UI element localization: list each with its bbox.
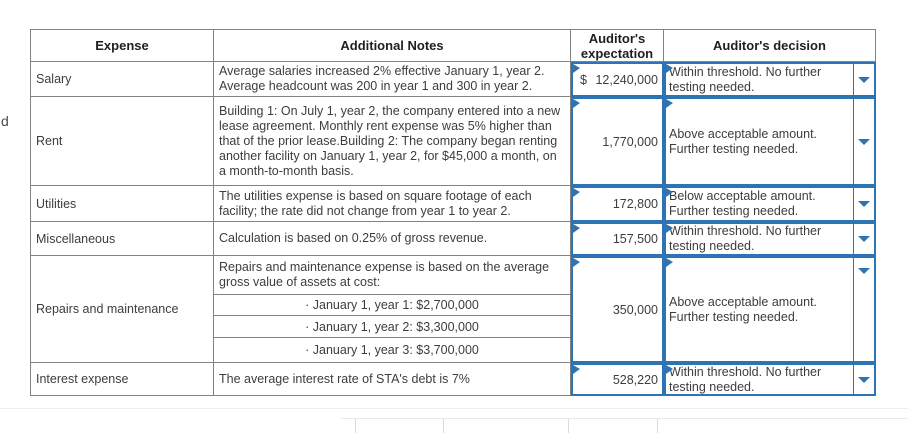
notes-cell: Calculation is based on 0.25% of gross r… [214, 222, 571, 256]
decision-label: Below acceptable amount. Further testing… [669, 189, 816, 218]
corner-marker-icon [573, 365, 580, 374]
decision-label: Within threshold. No further testing nee… [669, 64, 822, 94]
corner-marker-icon [573, 258, 580, 267]
clipped-text-fragment: d [1, 113, 9, 129]
expense-label: Rent [31, 97, 214, 186]
corner-marker-icon [573, 64, 580, 73]
corner-marker-icon [666, 258, 673, 267]
chevron-down-icon [858, 376, 870, 383]
expectation-value: 350,000 [612, 302, 658, 317]
expectation-input[interactable]: 350,000 [571, 256, 664, 363]
decision-dropdown-button[interactable] [853, 365, 874, 394]
expense-label: Salary [31, 62, 214, 97]
notes-cell: Building 1: On July 1, year 2, the compa… [214, 97, 571, 186]
notes-text: Calculation is based on 0.25% of gross r… [219, 231, 488, 245]
notes-cell: The utilities expense is based on square… [214, 186, 571, 222]
table-row-salary: Salary Average salaries increased 2% eff… [31, 62, 876, 97]
decision-label: Above acceptable amount. Further testing… [669, 294, 818, 324]
chevron-down-icon [858, 236, 870, 242]
expense-label: Utilities [31, 186, 214, 222]
bottom-column-tick [443, 419, 444, 433]
table-row-rent: Rent Building 1: On July 1, year 2, the … [31, 97, 876, 186]
corner-marker-icon [666, 64, 673, 73]
expense-audit-table: Expense Additional Notes Auditor's expec… [30, 29, 876, 396]
chevron-down-icon [858, 268, 870, 274]
decision-dropdown-button[interactable] [853, 99, 874, 184]
decision-label: Within threshold. No further testing nee… [669, 224, 822, 253]
expectation-value: 528,220 [612, 372, 658, 387]
decision-dropdown-button[interactable] [853, 188, 874, 220]
corner-marker-icon [573, 224, 580, 233]
decision-text: Within threshold. No further testing nee… [666, 224, 853, 254]
currency-symbol: $ [580, 72, 587, 87]
expectation-input[interactable]: 1,770,000 [571, 97, 664, 186]
bottom-table-edge [341, 418, 908, 419]
corner-marker-icon [573, 99, 580, 108]
decision-dropdown-button[interactable] [853, 258, 874, 361]
bottom-column-tick [657, 419, 658, 433]
expectation-input[interactable]: 172,800 [571, 186, 664, 222]
decision-select[interactable]: Above acceptable amount. Further testing… [664, 256, 876, 363]
corner-marker-icon [666, 365, 673, 374]
table-row-utilities: Utilities The utilities expense is based… [31, 186, 876, 222]
notes-bullet-year2: · January 1, year 2: $3,300,000 [214, 316, 570, 338]
decision-text: Above acceptable amount. Further testing… [666, 258, 853, 361]
expense-label: Interest expense [31, 363, 214, 396]
header-auditors-expectation: Auditor's expectation [571, 30, 664, 62]
decision-text: Above acceptable amount. Further testing… [666, 99, 853, 184]
table-row-interest: Interest expense The average interest ra… [31, 363, 876, 396]
notes-text: Average salaries increased 2% effective … [219, 64, 545, 93]
header-expense: Expense [31, 30, 214, 62]
decision-text: Below acceptable amount. Further testing… [666, 188, 853, 220]
chevron-down-icon [858, 76, 870, 83]
notes-text: Building 1: On July 1, year 2, the compa… [219, 103, 561, 178]
decision-label: Above acceptable amount. Further testing… [669, 126, 818, 156]
table-row-miscellaneous: Miscellaneous Calculation is based on 0.… [31, 222, 876, 256]
decision-select[interactable]: Within threshold. No further testing nee… [664, 363, 876, 396]
expense-label: Repairs and maintenance [31, 256, 214, 363]
expectation-value: 157,500 [612, 232, 658, 246]
header-auditors-decision: Auditor's decision [664, 30, 876, 62]
corner-marker-icon [666, 188, 673, 197]
chevron-down-icon [858, 201, 870, 207]
chevron-down-icon [858, 138, 870, 145]
header-additional-notes: Additional Notes [214, 30, 571, 62]
expectation-input[interactable]: 157,500 [571, 222, 664, 256]
notes-intro: Repairs and maintenance expense is based… [214, 256, 570, 295]
decision-dropdown-button[interactable] [853, 224, 874, 254]
corner-marker-icon [666, 224, 673, 233]
decision-select[interactable]: Above acceptable amount. Further testing… [664, 97, 876, 186]
expense-label: Miscellaneous [31, 222, 214, 256]
notes-bullet-year1: · January 1, year 1: $2,700,000 [214, 295, 570, 316]
header-row: Expense Additional Notes Auditor's expec… [31, 30, 876, 62]
decision-select[interactable]: Below acceptable amount. Further testing… [664, 186, 876, 222]
decision-label: Within threshold. No further testing nee… [669, 364, 822, 394]
expectation-value: 12,240,000 [595, 72, 658, 87]
decision-text: Within threshold. No further testing nee… [666, 365, 853, 394]
notes-cell: The average interest rate of STA's debt … [214, 363, 571, 396]
notes-bullet-year3: · January 1, year 3: $3,700,000 [305, 343, 479, 357]
corner-marker-icon [666, 99, 673, 108]
decision-dropdown-button[interactable] [853, 64, 874, 95]
notes-text: The average interest rate of STA's debt … [219, 371, 470, 386]
bottom-divider-line [0, 408, 908, 409]
expectation-value: 1,770,000 [602, 134, 658, 149]
expectation-input[interactable]: 528,220 [571, 363, 664, 396]
notes-cell: Repairs and maintenance expense is based… [214, 256, 571, 363]
bottom-column-tick [355, 419, 356, 433]
corner-marker-icon [573, 188, 580, 197]
decision-text: Within threshold. No further testing nee… [666, 64, 853, 95]
table-row-repairs: Repairs and maintenance Repairs and main… [31, 256, 876, 363]
bottom-column-tick [568, 419, 569, 433]
decision-select[interactable]: Within threshold. No further testing nee… [664, 222, 876, 256]
notes-cell: Average salaries increased 2% effective … [214, 62, 571, 97]
expectation-input[interactable]: $ 12,240,000 [571, 62, 664, 97]
decision-select[interactable]: Within threshold. No further testing nee… [664, 62, 876, 97]
expectation-value: 172,800 [612, 197, 658, 211]
notes-text: The utilities expense is based on square… [219, 188, 532, 218]
